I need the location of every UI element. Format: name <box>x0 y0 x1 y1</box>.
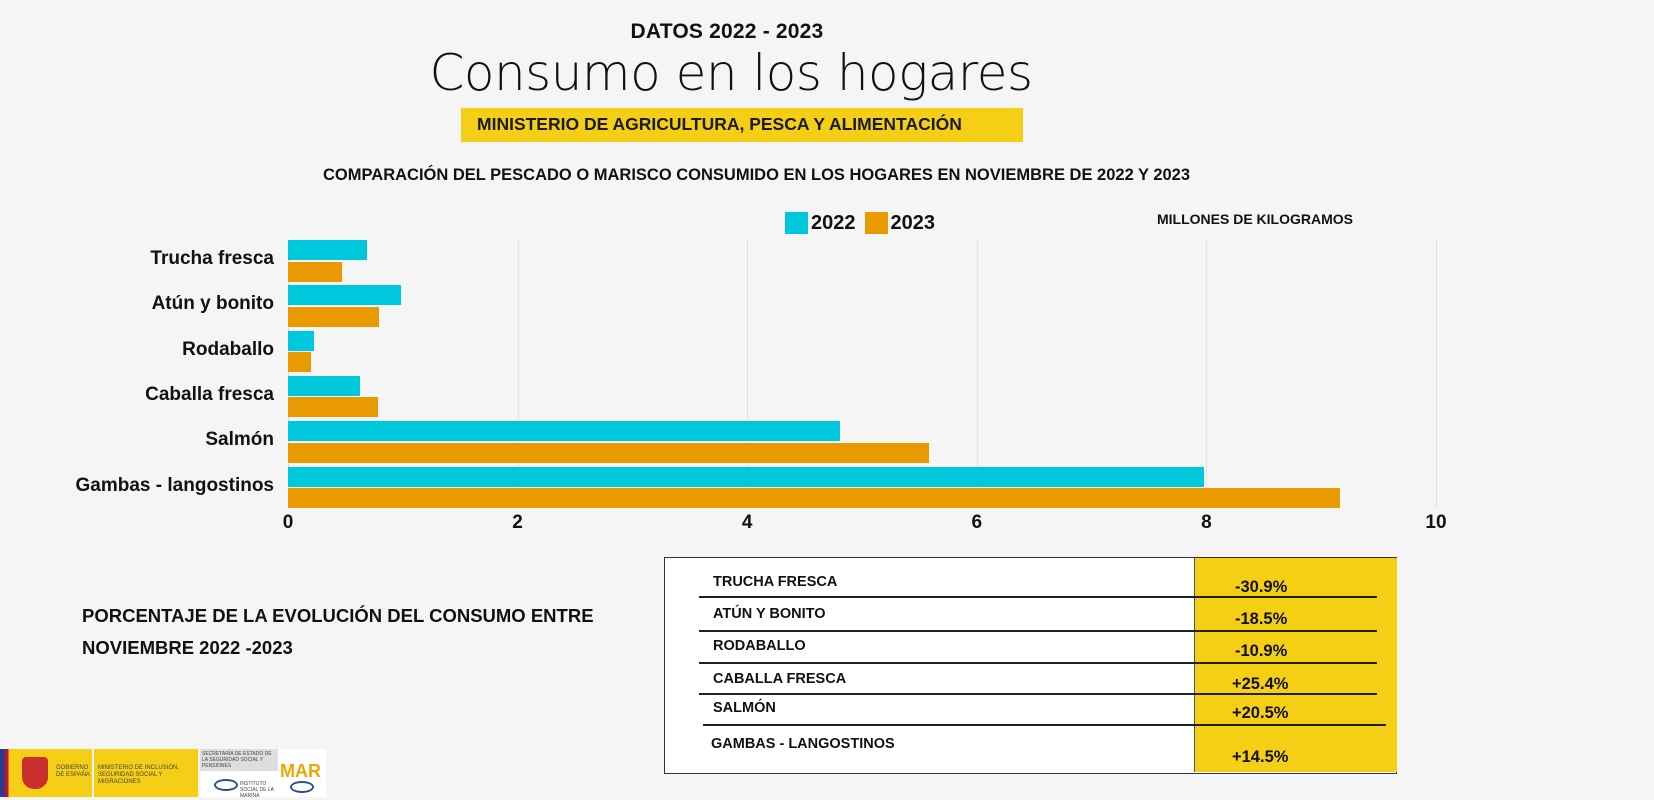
category-label: Rodaballo <box>182 338 274 360</box>
legend-label-2022: 2022 <box>811 211 856 234</box>
table-row-value: -10.9% <box>1235 642 1288 660</box>
footer-logos: GOBIERNO DE ESPAÑA MINISTERIO DE INCLUSI… <box>0 749 326 799</box>
category-label: Gambas - langostinos <box>75 474 274 496</box>
table-row-divider <box>699 693 1377 695</box>
category-label: Atún y bonito <box>151 293 274 315</box>
table-row-name: GAMBAS - LANGOSTINOS <box>711 736 895 752</box>
data-years-heading: DATOS 2022 - 2023 <box>630 20 824 43</box>
legend-swatch-2023 <box>864 212 888 234</box>
chart-title: COMPARACIÓN DEL PESCADO O MARISCO CONSUM… <box>323 166 1191 184</box>
table-row-divider <box>699 630 1377 632</box>
bar-2023 <box>288 397 378 418</box>
percent-title-line2: NOVIEMBRE 2022 -2023 <box>82 637 293 658</box>
table-row-divider <box>699 596 1377 598</box>
ministerio-label: MINISTERIO DE INCLUSIÓN, SEGURIDAD SOCIA… <box>98 765 180 785</box>
bar-2023 <box>288 488 1340 508</box>
secretaria-logo: SECRETARÍA DE ESTADO DE LA SEGURIDAD SOC… <box>200 749 278 799</box>
chart-legend: 2022 2023 <box>785 210 944 236</box>
table-row-value: -18.5% <box>1235 610 1288 628</box>
table-row-divider <box>699 662 1377 664</box>
gridline <box>747 240 749 508</box>
x-tick-label: 0 <box>282 512 294 533</box>
secretaria-label: SECRETARÍA DE ESTADO DE LA SEGURIDAD SOC… <box>200 749 278 771</box>
bar-2023 <box>288 261 342 282</box>
gridline <box>1206 240 1208 508</box>
table-row-name: RODABALLO <box>713 638 806 654</box>
gobierno-logo: GOBIERNO DE ESPAÑA <box>12 749 92 797</box>
category-label: Salmón <box>205 429 274 451</box>
bar-2023 <box>288 352 311 373</box>
table-row-value: +14.5% <box>1232 748 1289 766</box>
y-axis-line <box>288 240 289 508</box>
bar-2022 <box>288 375 361 396</box>
x-tick-label: 8 <box>1201 512 1212 533</box>
x-tick-label: 2 <box>512 512 523 533</box>
bar-2022 <box>288 466 1205 487</box>
x-tick-label: 10 <box>1425 512 1447 533</box>
table-row-value: +20.5% <box>1232 704 1289 722</box>
bar-2022 <box>288 240 368 260</box>
percent-change-table: TRUCHA FRESCA -30.9% ATÚN Y BONITO -18.5% RO… <box>664 557 1397 774</box>
mar-logo: MAR <box>278 749 326 797</box>
percent-section-title: PORCENTAJE DE LA EVOLUCIÓN DEL CONSUMO E… <box>82 600 594 664</box>
units-label: MILLONES DE KILOGRAMOS <box>1157 211 1353 227</box>
gridline <box>976 240 978 508</box>
ministry-banner: MINISTERIO DE AGRICULTURA, PESCA Y ALIME… <box>461 108 1023 142</box>
legend-swatch-2022 <box>785 212 808 234</box>
percent-values-column <box>1194 558 1397 772</box>
table-row-name: ATÚN Y BONITO <box>713 606 826 622</box>
page-title: Consumo en los hogares <box>429 44 1033 102</box>
bar-2023 <box>288 306 379 327</box>
x-tick-label: 4 <box>741 512 753 533</box>
bar-2023 <box>288 442 929 463</box>
bar-2022 <box>288 421 841 442</box>
coat-of-arms-icon <box>22 757 48 789</box>
mar-label: MAR <box>280 761 321 781</box>
fish-icon <box>214 779 238 791</box>
table-row-value: -30.9% <box>1235 578 1288 596</box>
legend-label-2023: 2023 <box>890 211 936 234</box>
ministry-label: MINISTERIO DE AGRICULTURA, PESCA Y ALIME… <box>477 114 962 134</box>
table-row-value: +25.4% <box>1232 675 1289 693</box>
percent-title-line1: PORCENTAJE DE LA EVOLUCIÓN DEL CONSUMO E… <box>82 605 594 626</box>
table-row-name: CABALLA FRESCA <box>713 671 847 687</box>
gridline <box>1436 240 1437 508</box>
eu-spain-flag-icon <box>0 749 12 797</box>
bar-chart-plot <box>288 240 1437 508</box>
table-row-name: SALMÓN <box>713 700 776 716</box>
ministerio-logo: MINISTERIO DE INCLUSIÓN, SEGURIDAD SOCIA… <box>94 749 198 797</box>
table-row-divider <box>703 724 1386 726</box>
x-tick-label: 6 <box>971 512 983 533</box>
category-label: Trucha fresca <box>150 248 274 269</box>
instituto-label: INSTITUTO SOCIAL DE LA MARINA <box>240 781 274 799</box>
bar-2022 <box>288 330 315 351</box>
gobierno-label: GOBIERNO DE ESPAÑA <box>56 765 90 778</box>
fish-icon <box>290 781 314 793</box>
table-row-name: TRUCHA FRESCA <box>713 574 838 590</box>
category-label: Caballa fresca <box>145 383 274 405</box>
gridline <box>517 240 519 508</box>
bar-2022 <box>288 285 401 306</box>
